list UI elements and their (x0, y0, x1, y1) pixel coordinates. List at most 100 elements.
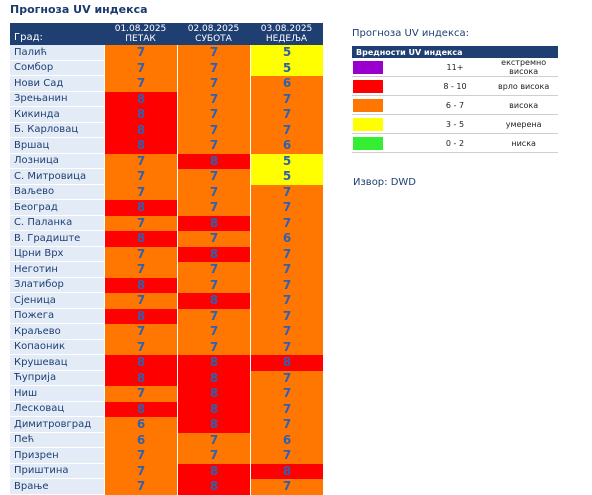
table-row: Сомбор 7 7 5 (10, 60, 323, 76)
table-row: Лозница 7 8 5 (10, 153, 323, 169)
legend-row: 3 - 5 умерена (352, 114, 558, 134)
city-name: Лозница (10, 153, 104, 169)
legend-description: врло висока (489, 76, 558, 96)
city-name: Вршац (10, 138, 104, 154)
table-header-row: Град: 01.08.2025 ПЕТАК 02.08.2025 СУБОТА… (10, 23, 323, 45)
uv-value-day-1: 8 (104, 231, 177, 247)
city-name: Лесковац (10, 401, 104, 417)
city-name: Нови Сад (10, 76, 104, 92)
day-1-weekday: ПЕТАК (125, 34, 156, 44)
city-name: С. Паланка (10, 215, 104, 231)
city-name: Ћуприја (10, 370, 104, 386)
day-2-date: 02.08.2025 (187, 24, 240, 34)
legend-row: 11+ екстремно висока (352, 58, 558, 77)
uv-value-day-2: 8 (177, 215, 250, 231)
legend-range: 6 - 7 (420, 95, 490, 115)
uv-value-day-2: 7 (177, 308, 250, 324)
uv-value-day-2: 8 (177, 370, 250, 386)
uv-value-day-3: 6 (250, 76, 323, 92)
uv-value-day-2: 7 (177, 76, 250, 92)
legend-range: 8 - 10 (420, 76, 490, 96)
uv-value-day-3: 7 (250, 479, 323, 495)
uv-value-day-3: 7 (250, 200, 323, 216)
uv-value-day-3: 7 (250, 277, 323, 293)
uv-value-day-2: 7 (177, 138, 250, 154)
city-name: Б. Карловац (10, 122, 104, 138)
city-name: С. Митровица (10, 169, 104, 185)
uv-value-day-3: 5 (250, 45, 323, 61)
legend-swatch (352, 76, 421, 96)
city-name: Београд (10, 200, 104, 216)
uv-value-day-3: 7 (250, 308, 323, 324)
city-name: Ниш (10, 386, 104, 402)
city-name: Ваљево (10, 184, 104, 200)
city-name: В. Градиште (10, 231, 104, 247)
table-row: С. Паланка 7 8 7 (10, 215, 323, 231)
uv-value-day-1: 8 (104, 91, 177, 107)
legend-description: висока (489, 95, 558, 115)
uv-value-day-3: 6 (250, 231, 323, 247)
table-row: Сјеница 7 8 7 (10, 293, 323, 309)
table-row: С. Митровица 7 7 5 (10, 169, 323, 185)
uv-value-day-1: 7 (104, 246, 177, 262)
city-name: Димитровград (10, 417, 104, 433)
city-name: Палић (10, 45, 104, 61)
uv-value-day-1: 7 (104, 386, 177, 402)
uv-value-day-1: 8 (104, 138, 177, 154)
uv-value-day-2: 8 (177, 355, 250, 371)
city-name: Врање (10, 479, 104, 495)
uv-forecast-table: Град: 01.08.2025 ПЕТАК 02.08.2025 СУБОТА… (10, 23, 323, 495)
source-label: Извор: DWD (353, 177, 416, 188)
table-row: В. Градиште 8 7 6 (10, 231, 323, 247)
uv-value-day-2: 7 (177, 60, 250, 76)
day-1-date: 01.08.2025 (114, 24, 167, 34)
table-row: Нови Сад 7 7 6 (10, 76, 323, 92)
legend-range: 0 - 2 (420, 133, 490, 153)
city-name: Пећ (10, 432, 104, 448)
uv-value-day-1: 7 (104, 448, 177, 464)
table-row: Приштина 7 8 8 (10, 463, 323, 479)
uv-value-day-1: 6 (104, 432, 177, 448)
uv-value-day-3: 7 (250, 448, 323, 464)
uv-value-day-1: 7 (104, 262, 177, 278)
legend-row: 8 - 10 врло висока (352, 76, 558, 96)
table-row: Златибор 8 7 7 (10, 277, 323, 293)
day-3-header: 03.08.2025 НЕДЕЉА (250, 23, 323, 45)
uv-value-day-2: 7 (177, 169, 250, 185)
city-name: Призрен (10, 448, 104, 464)
legend-color-box (353, 60, 383, 74)
uv-value-day-3: 7 (250, 91, 323, 107)
day-3-date: 03.08.2025 (260, 24, 313, 34)
table-row: Зрењанин 8 7 7 (10, 91, 323, 107)
table-row: Врање 7 8 7 (10, 479, 323, 495)
legend-description: ниска (489, 133, 558, 153)
city-name: Приштина (10, 463, 104, 479)
uv-value-day-1: 7 (104, 45, 177, 61)
uv-value-day-2: 7 (177, 122, 250, 138)
uv-value-day-2: 7 (177, 277, 250, 293)
table-row: Београд 8 7 7 (10, 200, 323, 216)
uv-value-day-3: 7 (250, 324, 323, 340)
uv-value-day-2: 8 (177, 246, 250, 262)
city-name: Неготин (10, 262, 104, 278)
uv-value-day-2: 8 (177, 293, 250, 309)
legend-row: 6 - 7 висока (352, 95, 558, 115)
legend-swatch (352, 95, 421, 115)
table-row: Краљево 7 7 7 (10, 324, 323, 340)
uv-value-day-2: 7 (177, 45, 250, 61)
legend-range: 11+ (420, 58, 490, 77)
legend-row: 0 - 2 ниска (352, 133, 558, 153)
uv-value-day-3: 7 (250, 215, 323, 231)
uv-value-day-2: 7 (177, 200, 250, 216)
uv-legend-table: Вредности UV индекса 11+ екстремно висока… (352, 46, 558, 153)
legend-description: екстремно висока (489, 58, 558, 77)
uv-value-day-3: 7 (250, 293, 323, 309)
uv-value-day-2: 8 (177, 153, 250, 169)
table-row: Лесковац 8 8 7 (10, 401, 323, 417)
uv-value-day-3: 7 (250, 339, 323, 355)
uv-value-day-1: 6 (104, 417, 177, 433)
uv-value-day-3: 7 (250, 386, 323, 402)
legend-rows: 11+ екстремно висока 8 - 10 врло висока 6 - … (352, 58, 558, 153)
uv-value-day-3: 7 (250, 107, 323, 123)
uv-value-day-3: 8 (250, 463, 323, 479)
